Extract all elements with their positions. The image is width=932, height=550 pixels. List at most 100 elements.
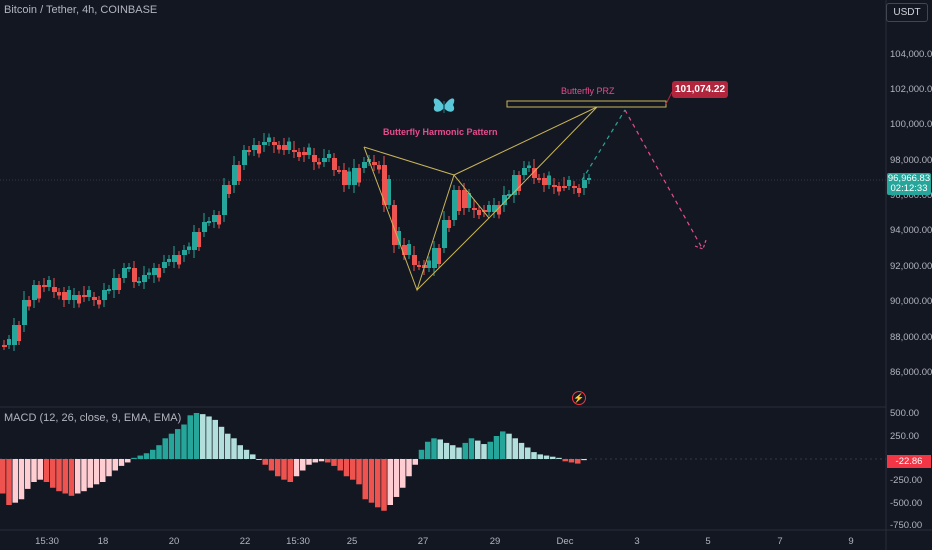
macd-bar	[375, 459, 381, 508]
candle	[547, 171, 551, 189]
macd-bar	[125, 459, 131, 463]
macd-bar	[568, 459, 575, 463]
macd-bar	[462, 442, 468, 459]
macd-axis-label: 250.00	[890, 431, 920, 442]
candle	[357, 164, 361, 187]
candle-body	[392, 205, 397, 245]
currency-button[interactable]: USDT	[886, 3, 928, 22]
candle	[192, 225, 197, 258]
macd-bar	[218, 426, 225, 459]
macd-bar	[400, 459, 406, 488]
candle	[17, 321, 21, 345]
butterfly-pattern-lines	[363, 91, 707, 292]
candle	[457, 186, 461, 215]
candle-body	[462, 190, 467, 208]
time-axis-label: Dec	[556, 536, 574, 547]
macd-bar	[100, 459, 106, 482]
candle	[147, 268, 151, 279]
candle	[77, 291, 81, 308]
candle-body	[282, 145, 287, 150]
candle	[277, 141, 281, 154]
prz-callout-pointer	[665, 91, 673, 105]
candle	[537, 174, 541, 183]
macd-bar	[387, 459, 393, 505]
candle	[2, 340, 7, 350]
candle	[417, 261, 421, 270]
candle-body	[117, 278, 121, 290]
candle	[407, 240, 411, 259]
candle-body	[327, 154, 331, 158]
candle	[67, 286, 71, 304]
macd-bar	[12, 459, 18, 503]
time-axis-label: 15:30	[35, 536, 59, 547]
candle-body	[407, 244, 411, 255]
candle-body	[317, 162, 321, 165]
candle-body	[437, 248, 441, 264]
candle	[337, 166, 341, 174]
candle-body	[222, 185, 227, 215]
candle-body	[22, 300, 27, 325]
macd-title[interactable]: MACD (12, 26, close, 9, EMA, EMA)	[4, 412, 182, 424]
candle-body	[382, 165, 387, 205]
candle-body	[427, 260, 431, 268]
macd-bar	[87, 459, 93, 488]
candle-body	[127, 267, 131, 269]
macd-bar	[512, 438, 518, 459]
time-axis-label: 27	[417, 536, 429, 547]
candle-body	[482, 210, 487, 212]
candle	[522, 161, 527, 180]
price-axis-label: 102,000.00	[890, 84, 932, 95]
macd-bar	[275, 459, 281, 477]
macd-bar	[68, 459, 75, 496]
symbol-title[interactable]: Bitcoin / Tether, 4h, COINBASE	[4, 4, 158, 16]
candle-body	[487, 205, 491, 212]
candle	[242, 145, 247, 170]
candle	[552, 178, 557, 194]
macd-histogram	[0, 413, 587, 511]
candle-body	[352, 168, 357, 185]
macd-bar	[356, 459, 362, 485]
candle-body	[27, 300, 31, 307]
candle	[232, 156, 237, 193]
grid-lines	[0, 179, 886, 460]
candle	[512, 170, 517, 203]
candle-body	[42, 285, 47, 287]
candle-body	[467, 193, 471, 208]
macd-bar	[468, 438, 475, 459]
candle-body	[197, 232, 201, 247]
candle-body	[62, 292, 67, 300]
macd-bar	[75, 459, 81, 494]
candle-body	[2, 345, 7, 347]
macd-current-tag: -22.86	[887, 455, 931, 468]
candle-body	[167, 259, 171, 262]
lightning-icon[interactable]: ⚡	[572, 391, 586, 405]
macd-bar	[337, 459, 343, 471]
candle	[72, 288, 77, 308]
candle	[92, 292, 97, 306]
macd-bar	[150, 449, 156, 459]
macd-bar	[318, 459, 325, 462]
candle	[117, 274, 121, 294]
candle-body	[522, 168, 527, 175]
candle	[107, 285, 111, 294]
time-axis-label: 3	[634, 536, 640, 547]
candle	[452, 185, 457, 226]
macd-bar	[168, 433, 175, 459]
candle	[87, 286, 91, 301]
candle-body	[82, 295, 87, 297]
candle-body	[182, 250, 187, 255]
candle-body	[492, 205, 497, 212]
prz-price-callout[interactable]: 101,074.22	[672, 81, 728, 98]
candle-body	[77, 295, 81, 304]
candle-body	[152, 268, 157, 275]
macd-bar	[81, 459, 87, 492]
candle	[567, 176, 571, 190]
candle-body	[192, 232, 197, 250]
candle-body	[52, 287, 57, 292]
candle	[172, 246, 177, 268]
candle	[7, 335, 11, 349]
candle-body	[212, 215, 217, 222]
candle-body	[497, 205, 501, 215]
candle-body	[547, 175, 551, 185]
